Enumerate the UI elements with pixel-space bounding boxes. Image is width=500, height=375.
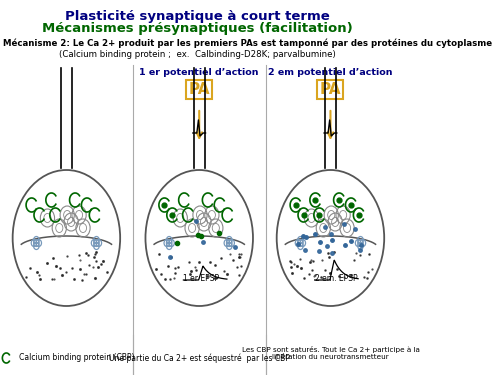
- Text: Les CBP sont saturés. Tout le Ca 2+ participe à la
libération du neurotransmette: Les CBP sont saturés. Tout le Ca 2+ part…: [242, 346, 420, 360]
- Circle shape: [12, 170, 120, 306]
- Text: 1 er potentiel d’action: 1 er potentiel d’action: [140, 68, 259, 77]
- Text: Mécanismes présynaptiques (facilitation): Mécanismes présynaptiques (facilitation): [42, 22, 353, 35]
- Text: (Calcium binding protein ;  ex.  Calbinding-D28K; parvalbumine): (Calcium binding protein ; ex. Calbindin…: [60, 50, 336, 59]
- Text: 2 em. EPSP: 2 em. EPSP: [314, 274, 358, 283]
- Circle shape: [146, 170, 253, 306]
- Text: Mécanisme 2: Le Ca 2+ produit par les premiers PAs est tamponné par des protéine: Mécanisme 2: Le Ca 2+ produit par les pr…: [3, 38, 492, 48]
- Text: PA: PA: [188, 82, 210, 97]
- Text: Une partie du Ca 2+ est séquestré  par les CBP: Une partie du Ca 2+ est séquestré par le…: [109, 353, 290, 363]
- Circle shape: [276, 170, 384, 306]
- Text: 1 er EPSP: 1 er EPSP: [184, 274, 220, 283]
- Text: PA: PA: [320, 82, 341, 97]
- Text: 2 em potentiel d’action: 2 em potentiel d’action: [268, 68, 392, 77]
- Text: Calcium binding protein (CBP): Calcium binding protein (CBP): [12, 354, 134, 363]
- Text: Plasticité synaptique à court terme: Plasticité synaptique à court terme: [66, 10, 330, 23]
